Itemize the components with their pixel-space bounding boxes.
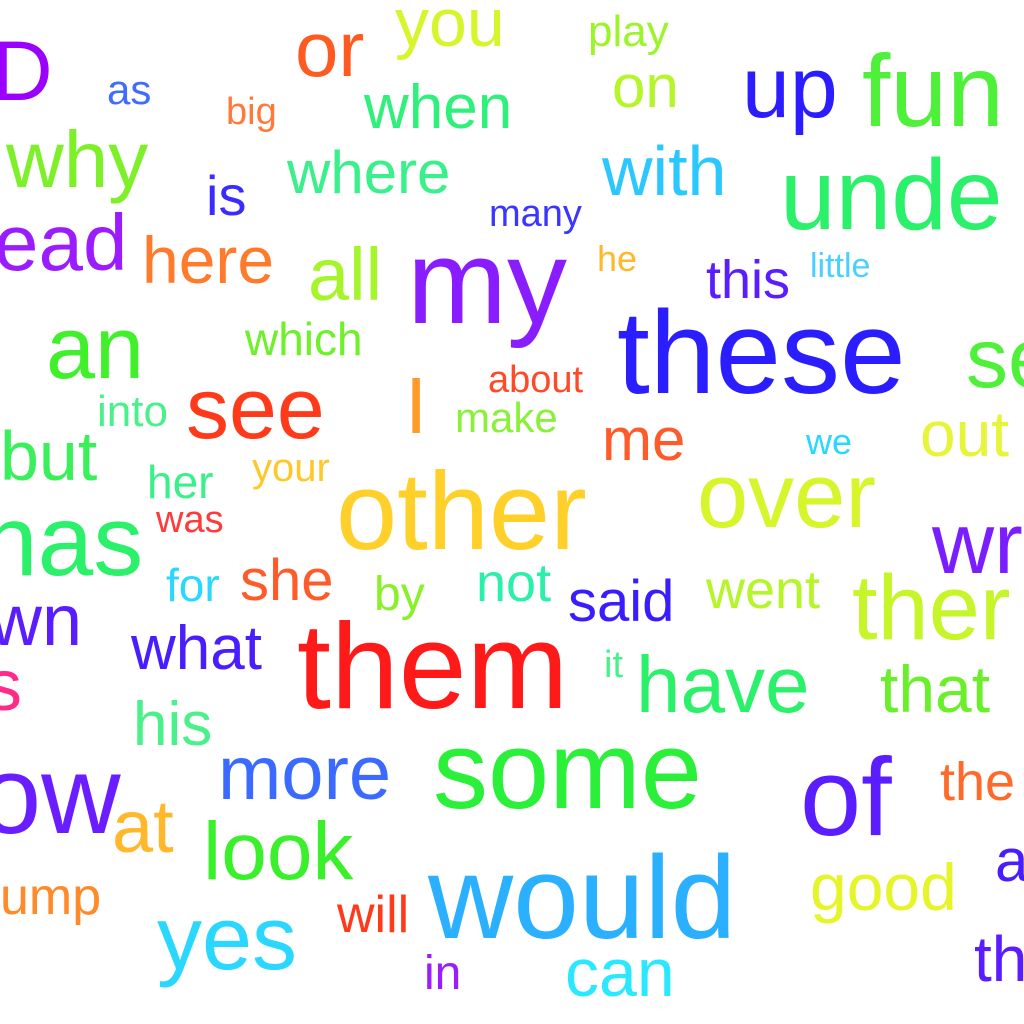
word-play: play bbox=[588, 7, 669, 56]
word-th: th bbox=[974, 923, 1024, 995]
word-by: by bbox=[374, 568, 425, 621]
word-little: little bbox=[810, 247, 871, 285]
word-here: here bbox=[142, 223, 275, 297]
word-i: I bbox=[405, 361, 428, 450]
word-over: over bbox=[697, 445, 876, 547]
word-this: this bbox=[706, 250, 791, 310]
word-has: has bbox=[0, 485, 144, 597]
word-my: my bbox=[407, 215, 567, 349]
word-where: where bbox=[287, 139, 451, 206]
word-me: me bbox=[602, 406, 686, 473]
word-ther: ther bbox=[852, 557, 1011, 659]
word-of: of bbox=[800, 736, 892, 859]
word-s: s bbox=[0, 646, 22, 726]
word-ump: ump bbox=[0, 868, 102, 926]
word-your: your bbox=[252, 446, 330, 490]
word-have: have bbox=[636, 640, 810, 729]
word-not: not bbox=[476, 553, 552, 613]
word-the: the bbox=[940, 752, 1016, 812]
word-other: other bbox=[336, 450, 587, 573]
word-went: went bbox=[706, 560, 821, 620]
word-we: we bbox=[806, 421, 853, 462]
word-out: out bbox=[920, 398, 1009, 470]
word-he: he bbox=[597, 238, 638, 279]
word-what: what bbox=[131, 614, 262, 683]
word-or: or bbox=[295, 5, 365, 93]
word-will: will bbox=[337, 886, 410, 944]
word-can: can bbox=[565, 935, 675, 1011]
word-up: up bbox=[742, 40, 838, 136]
word-at: at bbox=[112, 785, 174, 868]
word-many: many bbox=[489, 193, 582, 235]
word-d: D bbox=[0, 24, 53, 118]
word-into: into bbox=[97, 387, 168, 436]
word-about: about bbox=[488, 359, 584, 401]
word-would: would bbox=[428, 832, 737, 964]
word-ow: ow bbox=[0, 734, 121, 857]
word-more: more bbox=[218, 731, 392, 816]
word-but: but bbox=[0, 417, 98, 495]
word-see: see bbox=[186, 361, 325, 457]
word-look: look bbox=[203, 806, 354, 897]
word-se: se bbox=[966, 311, 1024, 405]
word-which: which bbox=[245, 313, 363, 365]
word-that: that bbox=[880, 652, 991, 726]
word-when: when bbox=[364, 73, 513, 142]
word-was: was bbox=[156, 499, 224, 541]
word-wr: wr bbox=[932, 496, 1023, 592]
word-all: all bbox=[308, 233, 383, 316]
word-these: these bbox=[617, 287, 906, 419]
word-unde: unde bbox=[780, 139, 1003, 251]
word-yes: yes bbox=[157, 889, 298, 989]
word-good: good bbox=[810, 850, 957, 924]
word-big: big bbox=[226, 91, 277, 133]
word-ead: ead bbox=[0, 198, 128, 287]
word-you: you bbox=[395, 0, 505, 61]
word-an: an bbox=[46, 298, 144, 397]
word-as: as bbox=[107, 66, 152, 113]
word-some: some bbox=[433, 709, 702, 832]
word-in: in bbox=[424, 947, 462, 1000]
word-make: make bbox=[455, 394, 558, 441]
word-said: said bbox=[568, 569, 675, 634]
word-she: she bbox=[240, 548, 334, 613]
word-a: a bbox=[995, 827, 1024, 894]
word-wn: wn bbox=[0, 581, 83, 661]
word-with: with bbox=[602, 132, 727, 210]
word-it: it bbox=[604, 644, 623, 686]
word-his: his bbox=[133, 690, 213, 759]
word-for: for bbox=[166, 559, 220, 611]
word-her: her bbox=[147, 456, 214, 508]
word-is: is bbox=[206, 164, 247, 227]
word-them: them bbox=[297, 598, 569, 734]
word-fun: fun bbox=[862, 34, 1004, 148]
word-why: why bbox=[6, 115, 149, 204]
word-on: on bbox=[612, 53, 679, 120]
